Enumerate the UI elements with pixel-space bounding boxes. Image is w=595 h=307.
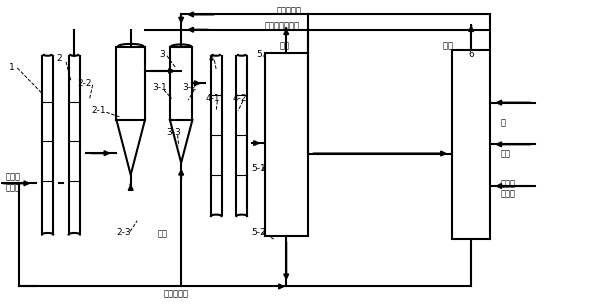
Text: 待氯醇
化源料: 待氯醇 化源料 (5, 173, 20, 192)
Text: 4-1: 4-1 (206, 94, 221, 103)
Text: 废气: 废气 (280, 41, 289, 50)
Text: 3: 3 (159, 50, 165, 59)
Text: 4-2: 4-2 (232, 94, 246, 103)
Text: 4: 4 (209, 54, 214, 63)
Text: 氯醇: 氯醇 (158, 229, 168, 238)
Text: 5: 5 (256, 50, 262, 59)
Text: 含醇次氯酸: 含醇次氯酸 (163, 289, 188, 298)
Bar (265, 52, 308, 236)
Text: 3-3: 3-3 (167, 128, 181, 137)
Text: 6: 6 (468, 50, 474, 59)
Text: 氯气: 氯气 (500, 149, 511, 158)
Text: 氯化氢
脱除剂: 氯化氢 脱除剂 (500, 179, 515, 198)
Text: 循环含醇次氯酸: 循环含醇次氯酸 (265, 21, 300, 30)
Text: 2-3: 2-3 (117, 228, 131, 237)
Text: 水: 水 (500, 119, 506, 127)
Bar (452, 50, 490, 239)
Text: 2: 2 (56, 54, 62, 63)
Text: 原料次氯酸: 原料次氯酸 (277, 6, 302, 15)
Text: 2-2: 2-2 (78, 79, 92, 88)
Text: 2-1: 2-1 (91, 106, 106, 115)
Text: 3-2: 3-2 (182, 83, 197, 92)
Text: 3-1: 3-1 (152, 83, 167, 92)
Text: 废气: 废气 (443, 41, 455, 50)
Text: 5-2: 5-2 (252, 228, 266, 237)
Text: 1: 1 (8, 64, 14, 72)
Text: 5-1: 5-1 (252, 164, 267, 173)
